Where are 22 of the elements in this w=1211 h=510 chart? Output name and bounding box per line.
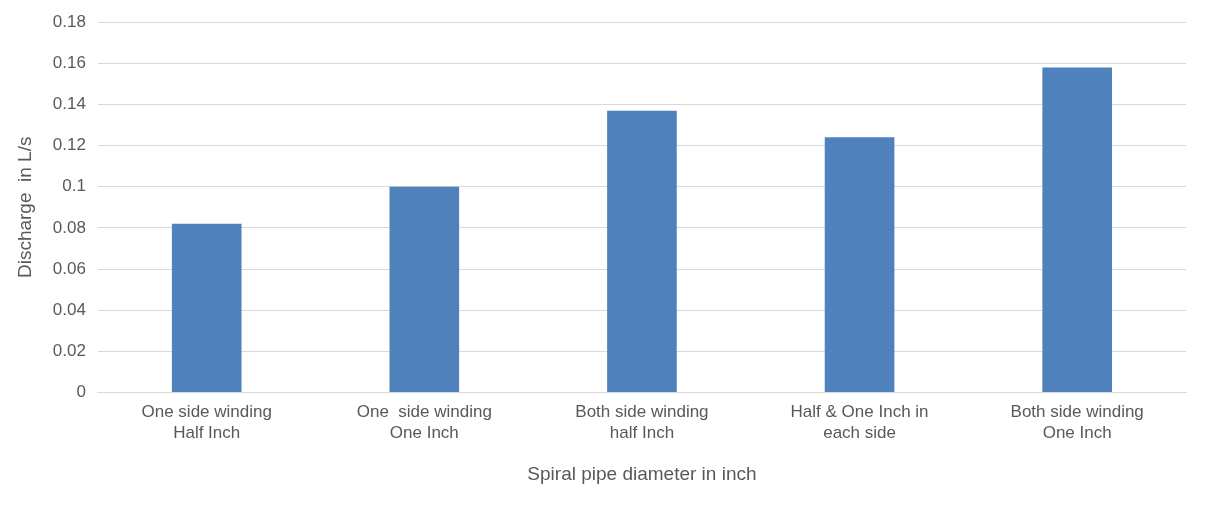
bar (389, 186, 460, 392)
y-tick-label: 0.06 (52, 258, 86, 278)
y-tick-label: 0.04 (52, 299, 86, 319)
x-tick-label: Both side winding One Inch (1010, 402, 1144, 442)
y-tick-label: 0.02 (52, 340, 86, 360)
y-tick-label: 0.14 (52, 94, 86, 114)
x-tick-label: Both side winding half Inch (575, 402, 709, 442)
y-tick-label: 0.1 (62, 176, 86, 196)
bar (607, 110, 677, 392)
y-tick-label: 0.08 (52, 217, 86, 237)
x-tick-label: Half & One Inch in each side (790, 402, 929, 442)
x-tick-label: One side winding Half Inch (141, 402, 272, 442)
y-axis-title: Discharge in L/s (13, 136, 35, 279)
y-tick-label: 0 (76, 382, 86, 402)
x-tick-label: One side winding One Inch (356, 402, 492, 442)
bar (1042, 67, 1113, 392)
x-axis-title: Spiral pipe diameter in inch (527, 462, 757, 484)
y-tick-label: 0.18 (52, 11, 86, 31)
y-tick-label: 0.16 (52, 53, 86, 73)
bar (824, 137, 895, 392)
y-tick-label: 0.12 (52, 135, 86, 155)
bar (171, 223, 242, 392)
